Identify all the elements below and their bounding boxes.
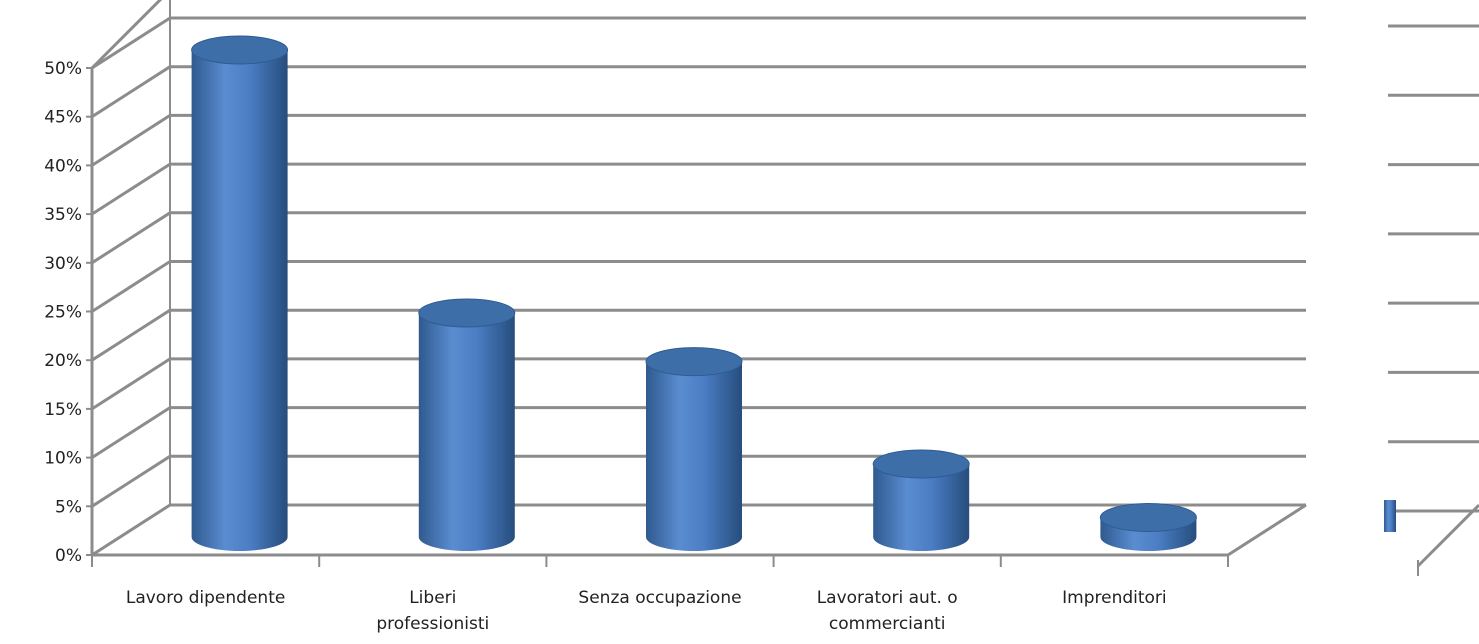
gridline-side — [91, 16, 171, 70]
y-tick-label: 10% — [44, 449, 82, 469]
bar — [418, 298, 516, 551]
gridline-side — [91, 455, 171, 508]
bar — [645, 347, 743, 551]
x-tick-label: Senza occupazione — [578, 588, 741, 608]
bar-top — [1099, 503, 1197, 533]
bar — [1099, 503, 1197, 551]
bar-top — [645, 347, 743, 377]
gridline-side — [90, 0, 163, 70]
y-tick-label: 40% — [44, 156, 82, 176]
bar — [1384, 500, 1396, 532]
gridline-side — [91, 503, 171, 557]
bar-body — [418, 312, 515, 551]
x-axis — [90, 0, 1307, 567]
x-tick-label: Lavoratori aut. o commercianti — [817, 588, 958, 634]
bar-body — [646, 361, 742, 551]
second-chart — [1384, 24, 1479, 576]
y-tick-label: 25% — [44, 303, 82, 323]
bar-top — [191, 35, 289, 65]
bars — [191, 35, 1197, 551]
bar-body — [873, 463, 970, 551]
y-tick-label: 20% — [44, 351, 82, 371]
x-tick-label: Imprenditori — [1062, 588, 1167, 608]
y-tick-label: 0% — [55, 546, 82, 566]
y-tick-label: 5% — [55, 497, 82, 517]
x-tick-label: Lavoro dipendente — [126, 588, 285, 608]
floor-edge — [1227, 503, 1307, 557]
gridline-side — [91, 114, 171, 167]
y-tick-label: 35% — [44, 205, 82, 225]
y-tick-label: 15% — [44, 400, 82, 420]
x-tick-label: Liberi professionisti — [376, 588, 489, 634]
gridline-side — [91, 357, 171, 411]
y-tick-label: 30% — [44, 254, 82, 274]
gridline-side — [91, 406, 171, 459]
floor-edge — [1416, 503, 1479, 568]
y-axis: 0% 5% 10% 15% 20% 25% 30% 35% 40% 45% 50% — [44, 59, 92, 566]
x-tick-labels: Lavoro dipendente Liberi professionisti Sen… — [126, 588, 1167, 634]
gridline-side — [91, 65, 171, 118]
gridline-side — [91, 260, 171, 313]
bar — [191, 35, 289, 551]
bar-top — [872, 449, 970, 479]
gridline-side — [91, 308, 171, 362]
bar-body — [191, 50, 288, 551]
gridline-side — [91, 211, 171, 265]
gridline-side — [91, 162, 171, 216]
bar-top — [418, 298, 516, 328]
bar — [872, 449, 970, 551]
y-tick-label: 45% — [44, 108, 82, 128]
y-tick-label: 50% — [44, 59, 82, 79]
